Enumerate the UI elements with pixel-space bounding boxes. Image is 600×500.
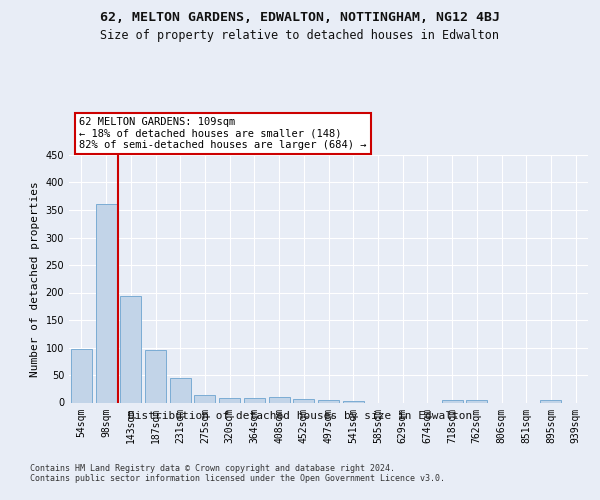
Bar xyxy=(120,296,141,403)
Text: Contains HM Land Registry data © Crown copyright and database right 2024.
Contai: Contains HM Land Registry data © Crown c… xyxy=(30,464,445,483)
Bar xyxy=(343,401,364,402)
Bar xyxy=(95,204,116,402)
Bar xyxy=(541,400,562,402)
Bar xyxy=(318,400,339,402)
Bar xyxy=(293,399,314,402)
Text: Size of property relative to detached houses in Edwalton: Size of property relative to detached ho… xyxy=(101,29,499,42)
Bar xyxy=(442,400,463,402)
Bar xyxy=(466,400,487,402)
Bar xyxy=(219,398,240,402)
Text: 62, MELTON GARDENS, EDWALTON, NOTTINGHAM, NG12 4BJ: 62, MELTON GARDENS, EDWALTON, NOTTINGHAM… xyxy=(100,11,500,24)
Text: 62 MELTON GARDENS: 109sqm
← 18% of detached houses are smaller (148)
82% of semi: 62 MELTON GARDENS: 109sqm ← 18% of detac… xyxy=(79,117,367,150)
Bar xyxy=(170,378,191,402)
Bar xyxy=(145,350,166,403)
Bar xyxy=(269,397,290,402)
Text: Distribution of detached houses by size in Edwalton: Distribution of detached houses by size … xyxy=(128,411,472,421)
Bar xyxy=(194,395,215,402)
Y-axis label: Number of detached properties: Number of detached properties xyxy=(30,181,40,376)
Bar xyxy=(244,398,265,402)
Bar xyxy=(71,349,92,403)
